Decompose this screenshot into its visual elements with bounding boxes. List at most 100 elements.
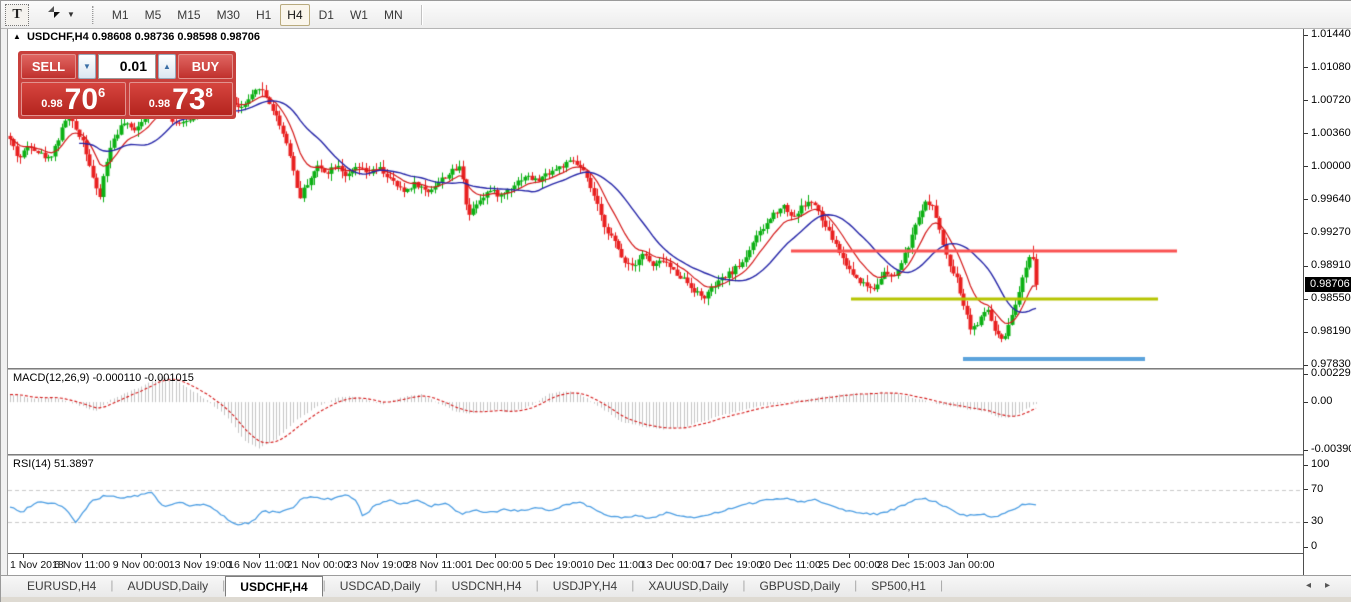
time-axis-tick — [495, 554, 496, 558]
bottom-strip — [1, 597, 1351, 602]
tab-usdcad-daily[interactable]: USDCAD,Daily — [326, 576, 435, 597]
timeframe-m30[interactable]: M30 — [210, 4, 247, 26]
axis-tick — [1304, 365, 1308, 366]
time-axis-tick — [200, 554, 201, 558]
price-tick-label: 1.00720 — [1311, 94, 1351, 106]
time-tick-label: 25 Dec 00:00 — [818, 559, 880, 571]
mt4-window: T ▼ M1 M5 M15 M30 H1 H4 D1 W1 MN ▲ USDCH… — [1, 1, 1350, 601]
price-tick-label: 0.98190 — [1311, 325, 1351, 337]
macd-indicator-name: MACD(12,26,9) — [13, 372, 89, 384]
arrows-tool-button[interactable]: ▼ — [43, 2, 78, 27]
time-tick-label: 6 Nov 11:00 — [54, 559, 110, 571]
time-axis-tick — [613, 554, 614, 558]
tab-usdjpy-h4[interactable]: USDJPY,H4 — [539, 576, 631, 597]
timeframe-h4[interactable]: H4 — [280, 4, 309, 26]
chart-tab-bar: EURUSD,H4| AUDUSD,Daily| USDCHF,H4| USDC… — [1, 575, 1351, 597]
axis-tick — [1304, 166, 1308, 167]
tab-eurusd-h4[interactable]: EURUSD,H4 — [13, 576, 110, 597]
scroll-left-icon[interactable]: ◂ — [1306, 580, 1325, 591]
tab-audusd-daily[interactable]: AUDUSD,Daily — [113, 576, 222, 597]
timeframe-m1[interactable]: M1 — [105, 4, 136, 26]
text-tool-button[interactable]: T — [5, 4, 29, 26]
time-axis-tick — [141, 554, 142, 558]
lot-increase-button[interactable]: ▲ — [158, 54, 176, 79]
chart-title: ▲ USDCHF,H4 0.98608 0.98736 0.98598 0.98… — [13, 31, 260, 43]
triangle-down-icon: ▼ — [83, 62, 91, 71]
timeframe-h1[interactable]: H1 — [249, 4, 278, 26]
toolbar-separator — [421, 5, 423, 25]
chart-symbol-period: USDCHF,H4 — [27, 31, 89, 43]
time-axis-tick — [259, 554, 260, 558]
price-tick-label: 0.99270 — [1311, 226, 1351, 238]
axis-tick — [1304, 100, 1308, 101]
toolbar-grip[interactable] — [92, 6, 94, 24]
tab-scroll-arrows[interactable]: ◂▸ — [1306, 580, 1344, 591]
price-tick-label: 30 — [1311, 515, 1323, 527]
tab-gbpusd-daily[interactable]: GBPUSD,Daily — [745, 576, 854, 597]
time-tick-label: 23 Nov 19:00 — [346, 559, 408, 571]
price-tick-label: 1.01440 — [1311, 28, 1351, 40]
tab-usdcnh-h4[interactable]: USDCNH,H4 — [438, 576, 536, 597]
time-tick-label: 9 Nov 00:00 — [113, 559, 170, 571]
price-axis[interactable]: 0.98706 1.014401.010801.007201.003601.00… — [1303, 29, 1351, 575]
triangle-up-icon: ▲ — [13, 32, 21, 41]
axis-tick — [1304, 332, 1308, 333]
axis-tick — [1304, 402, 1308, 403]
scroll-right-icon[interactable]: ▸ — [1325, 580, 1344, 591]
price-tick-label: 0 — [1311, 540, 1317, 552]
sell-price-pip: 6 — [98, 85, 105, 100]
chart-region: ▲ USDCHF,H4 0.98608 0.98736 0.98598 0.98… — [1, 29, 1351, 575]
axis-tick — [1304, 450, 1308, 451]
price-pane: ▲ USDCHF,H4 0.98608 0.98736 0.98598 0.98… — [8, 29, 1303, 368]
axis-tick — [1304, 465, 1308, 466]
sell-price-box[interactable]: 0.98 70 6 — [21, 82, 126, 116]
time-tick-label: 16 Nov 11:00 — [228, 559, 290, 571]
buy-price-pip: 8 — [206, 85, 213, 100]
rsi-chart-canvas[interactable] — [8, 456, 1303, 553]
timeframe-m5[interactable]: M5 — [138, 4, 169, 26]
time-axis-tick — [908, 554, 909, 558]
time-axis-tick — [318, 554, 319, 558]
price-tick-label: 1.00000 — [1311, 160, 1351, 172]
tab-xauusd-daily[interactable]: XAUUSD,Daily — [634, 576, 742, 597]
lot-size-field[interactable]: 0.01 — [98, 54, 156, 79]
macd-chart-canvas[interactable] — [8, 370, 1303, 454]
timeframe-d1[interactable]: D1 — [312, 4, 341, 26]
timeframe-m15[interactable]: M15 — [170, 4, 207, 26]
price-tick-label: -0.003904 — [1311, 443, 1351, 455]
sell-price-main: 70 — [65, 86, 98, 113]
tab-usdchf-h4[interactable]: USDCHF,H4 — [225, 576, 322, 597]
macd-label: MACD(12,26,9) -0.000110 -0.001015 — [13, 372, 194, 384]
time-axis-tick — [82, 554, 83, 558]
price-tick-label: 70 — [1311, 483, 1323, 495]
triangle-up-icon: ▲ — [163, 62, 171, 71]
tab-separator: | — [940, 576, 943, 597]
price-tick-label: 0.98910 — [1311, 259, 1351, 271]
axis-tick — [1304, 35, 1308, 36]
time-axis[interactable]: 1 Nov 20186 Nov 11:009 Nov 00:0013 Nov 1… — [8, 553, 1303, 575]
chart-ohlc-values: 0.98608 0.98736 0.98598 0.98706 — [92, 31, 260, 43]
time-tick-label: 1 Dec 00:00 — [467, 559, 524, 571]
tab-sp500-h1[interactable]: SP500,H1 — [857, 576, 940, 597]
timeframe-mn[interactable]: MN — [377, 4, 410, 26]
price-tick-label: 1.00360 — [1311, 127, 1351, 139]
buy-price-box[interactable]: 0.98 73 8 — [129, 82, 234, 116]
price-tick-label: 1.01080 — [1311, 61, 1351, 73]
plot-column: ▲ USDCHF,H4 0.98608 0.98736 0.98598 0.98… — [8, 29, 1303, 575]
axis-tick — [1304, 489, 1308, 490]
time-axis-tick — [554, 554, 555, 558]
price-tick-label: 0.002297 — [1311, 367, 1351, 379]
price-tick-label: 0.99640 — [1311, 193, 1351, 205]
timeframe-w1[interactable]: W1 — [343, 4, 375, 26]
time-tick-label: 17 Dec 19:00 — [700, 559, 762, 571]
time-axis-tick — [731, 554, 732, 558]
axis-tick — [1304, 233, 1308, 234]
axis-tick — [1304, 266, 1308, 267]
chevron-down-icon: ▼ — [67, 10, 75, 19]
price-tick-label: 0.00 — [1311, 395, 1332, 407]
buy-button[interactable]: BUY — [178, 54, 233, 79]
arrows-icon — [46, 4, 62, 25]
sell-button[interactable]: SELL — [21, 54, 76, 79]
lot-decrease-button[interactable]: ▼ — [78, 54, 96, 79]
axis-tick — [1304, 374, 1308, 375]
